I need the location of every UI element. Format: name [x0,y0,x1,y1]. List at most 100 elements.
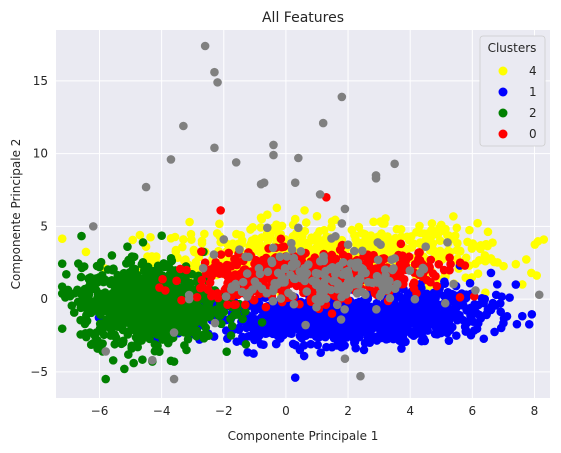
data-point [318,118,328,128]
data-point [365,338,375,348]
data-point [67,301,77,310]
data-point [110,339,120,349]
data-point [398,319,408,328]
y-tick-label: 0 [40,292,48,306]
data-point [173,315,183,325]
data-point [262,210,272,220]
data-point [278,326,287,335]
data-point [97,291,106,300]
data-point [443,291,452,301]
data-point [186,229,196,239]
data-point [237,236,247,245]
data-point [179,235,188,244]
data-point [184,294,194,304]
data-point [177,295,186,305]
data-point [385,293,395,303]
data-point [272,220,281,229]
data-point [129,292,138,302]
data-point [127,341,136,351]
data-point [336,332,345,342]
data-point [372,305,381,314]
data-point [198,263,208,273]
data-point [483,227,493,237]
data-point [330,323,340,333]
data-point [422,289,432,299]
data-point [316,348,326,357]
data-point [339,288,348,297]
data-point [472,324,482,334]
data-point [430,298,440,308]
data-point [250,306,260,316]
data-point [226,331,236,340]
data-point [340,204,350,214]
data-point [178,324,188,333]
data-point [323,241,332,251]
data-point [231,158,241,167]
data-point [266,231,275,241]
data-point [347,225,357,235]
x-tick-label: 2 [344,404,352,418]
data-point [440,298,450,308]
data-point [331,265,341,275]
data-point [356,275,365,284]
data-point [161,286,170,295]
data-point [399,261,408,271]
data-point [313,340,322,350]
data-point [171,245,181,255]
data-point [490,327,499,337]
data-point [524,319,534,329]
data-point [254,264,264,273]
data-point [107,251,117,260]
data-point [486,268,496,278]
data-point [76,272,86,282]
data-point [216,319,226,329]
data-point [290,373,300,382]
data-point [353,258,363,268]
data-point [466,330,476,340]
data-point [212,305,222,315]
data-point [108,356,118,365]
data-point [82,316,92,326]
data-point [371,171,381,180]
data-point [102,315,111,324]
data-point [452,302,462,312]
data-point [412,227,421,237]
data-point [232,229,241,239]
data-point [511,280,521,289]
data-point [331,232,340,241]
data-point [512,319,522,329]
data-point [258,255,267,265]
data-point [384,320,394,330]
data-point [91,285,101,295]
data-point [337,92,347,102]
data-point [380,265,390,275]
data-point [392,312,402,322]
data-point [211,257,220,267]
data-point [428,269,438,278]
data-point [422,296,432,306]
data-point [269,140,278,150]
data-point [76,303,86,313]
data-point [127,325,136,334]
data-point [377,219,387,228]
data-point [410,294,420,304]
data-point [241,307,250,316]
data-point [218,269,228,278]
data-point [432,281,442,291]
data-point [266,314,276,323]
data-point [436,220,446,230]
data-point [496,323,506,333]
data-point [213,293,223,303]
data-point [77,263,87,273]
data-point [241,300,250,310]
data-point [295,345,305,355]
data-point [129,252,139,262]
legend: Clusters 4 1 2 0 [479,35,546,147]
legend-label: 4 [529,64,537,78]
data-point [269,286,278,296]
data-point [102,299,111,309]
data-point [276,294,286,303]
data-point [356,371,365,381]
data-point [359,229,368,238]
